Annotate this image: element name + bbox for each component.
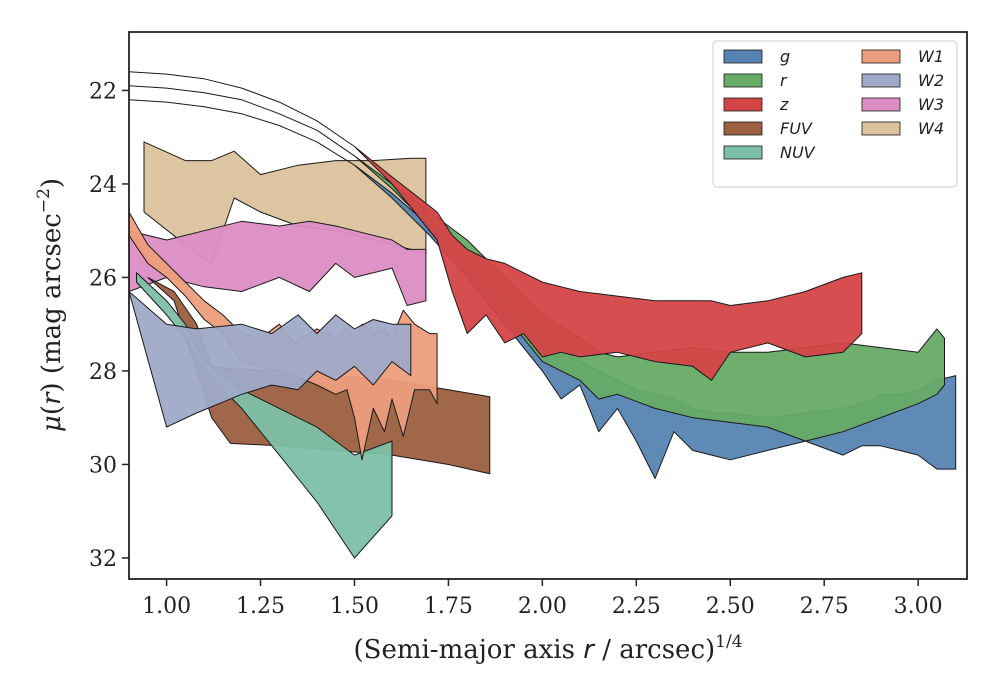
- series-band-W3: [129, 220, 427, 306]
- legend-swatch-FUV: [723, 121, 763, 136]
- y-tick-label: 28: [89, 360, 117, 385]
- legend-swatch-g: [723, 49, 763, 64]
- x-tick-label: 1.00: [142, 594, 191, 619]
- legend: grz FUV NUV W1 W2 W3 W4: [712, 40, 958, 188]
- y-tick-label: 30: [89, 453, 117, 478]
- legend-label-W1: W1: [918, 47, 944, 66]
- plot-frame: [128, 31, 968, 580]
- legend-label-z: z: [779, 95, 789, 114]
- y-tick-label: 26: [89, 266, 117, 291]
- x-tick-label: 1.75: [424, 594, 473, 619]
- legend-swatch-r: [723, 73, 763, 88]
- legend-label-g: g: [780, 47, 790, 66]
- series-band-W2: [129, 291, 412, 428]
- x-tick-label: 2.25: [612, 594, 661, 619]
- legend-label-FUV: FUV: [780, 119, 813, 138]
- legend-label-NUV: NUV: [780, 143, 816, 162]
- x-tick-label: 1.25: [236, 594, 285, 619]
- y-axis-label: μ(r) (mag arcsec−2): [34, 178, 67, 432]
- legend-swatch-z: [723, 97, 763, 112]
- series-layer: [129, 71, 957, 559]
- x-tick-label: 3.00: [894, 594, 943, 619]
- y-tick-label: 22: [89, 79, 117, 104]
- x-tick-label: 1.50: [330, 594, 379, 619]
- legend-label-W4: W4: [918, 119, 944, 138]
- legend-label-r: r: [780, 71, 788, 90]
- x-axis-label: (Semi-major axis r / arcsec)1/4: [353, 632, 742, 665]
- y-tick-label: 32: [89, 547, 117, 572]
- x-tick-label: 2.75: [800, 594, 849, 619]
- legend-swatch-W2: [861, 73, 901, 88]
- y-tick-label: 24: [89, 173, 117, 198]
- legend-label-W2: W2: [918, 71, 944, 90]
- x-tick-label: 2.00: [518, 594, 567, 619]
- legend-label-W3: W3: [918, 95, 944, 114]
- legend-swatch-W3: [861, 97, 901, 112]
- series-band-z: [129, 71, 863, 381]
- legend-swatch-NUV: [723, 145, 763, 160]
- x-tick-label: 2.50: [706, 594, 755, 619]
- legend-swatch-W1: [861, 49, 901, 64]
- x-axis: 1.00 1.25 1.50 1.75 2.00 2.25 2.50 2.75 3.00: [142, 579, 943, 619]
- y-axis: 22 24 26 28 30 32: [89, 79, 129, 572]
- legend-swatch-W4: [861, 121, 901, 136]
